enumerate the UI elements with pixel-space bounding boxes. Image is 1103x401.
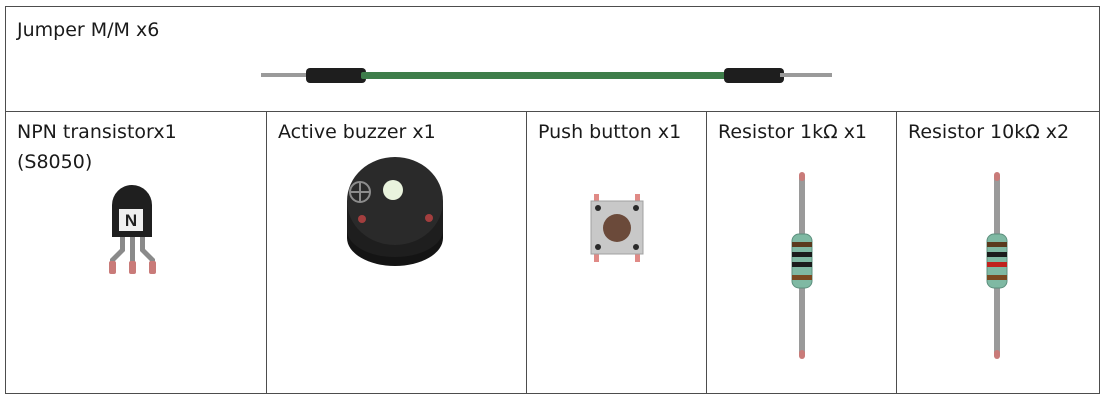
jumper-wire-icon <box>261 68 832 83</box>
button-cell: Push button x1 <box>526 111 707 394</box>
part-sublabel: (S8050) <box>17 151 93 173</box>
resistor-band <box>987 252 1007 257</box>
npn-transistor-icon: N <box>109 185 156 274</box>
resistor-10k-cell: Resistor 10kΩ x2 <box>895 111 1101 394</box>
resistor-band <box>987 275 1007 280</box>
table-row: NPN transistorx1 (S8050) N Active buzzer… <box>5 111 1101 394</box>
part-label: Active buzzer x1 <box>278 121 436 143</box>
resistor-band <box>987 262 1007 267</box>
transistor-marking: N <box>125 211 137 230</box>
resistor-band <box>792 242 812 247</box>
part-label: NPN transistorx1 <box>17 121 177 143</box>
jumper-cell: Jumper M/M x6 <box>4 6 1101 112</box>
push-button-icon <box>590 194 644 262</box>
buzzer-cell: Active buzzer x1 <box>266 111 527 394</box>
resistor-10k-icon <box>986 172 1008 359</box>
resistor-band <box>792 252 812 257</box>
resistor-band <box>792 275 812 280</box>
parts-table: Jumper M/M x6 NPN transistorx1 (S8050) <box>4 6 1101 394</box>
resistor-band <box>792 262 812 267</box>
resistor-band <box>987 242 1007 247</box>
active-buzzer-icon <box>347 157 443 266</box>
transistor-cell: NPN transistorx1 (S8050) N <box>5 111 267 394</box>
part-label: Jumper M/M x6 <box>17 19 160 41</box>
resistor-1k-icon <box>791 172 813 359</box>
part-label: Resistor 10kΩ x2 <box>908 121 1070 143</box>
table-row: Jumper M/M x6 <box>4 6 1101 112</box>
part-label: Resistor 1kΩ x1 <box>718 121 868 143</box>
resistor-1k-cell: Resistor 1kΩ x1 <box>706 111 897 394</box>
part-label: Push button x1 <box>538 121 682 143</box>
